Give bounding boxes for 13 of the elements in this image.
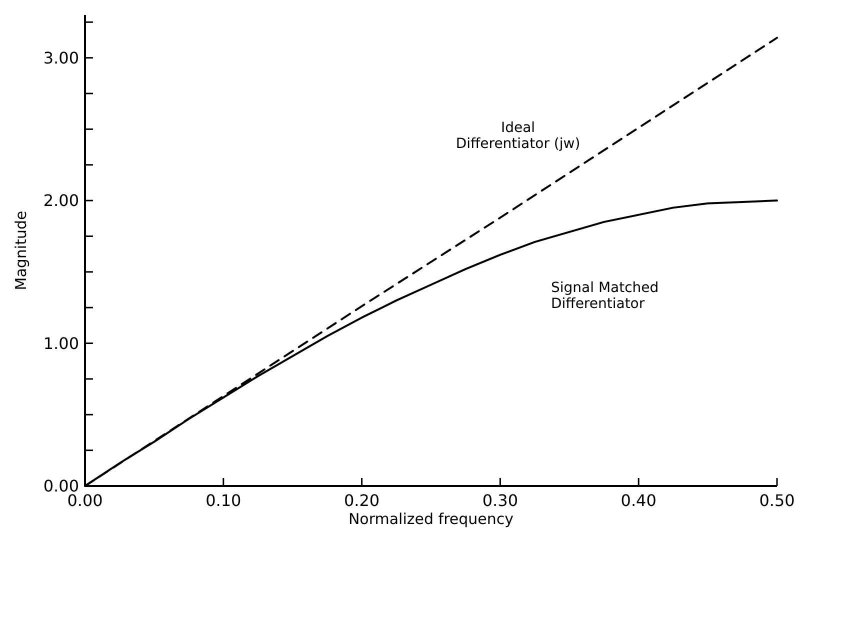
x-tick-label: 0.00 <box>67 491 103 510</box>
x-tick-label: 0.40 <box>620 491 656 510</box>
x-axis-title: Normalized frequency <box>348 510 514 528</box>
y-tick-label: 2.00 <box>43 191 79 210</box>
y-axis-title: Magnitude <box>12 210 30 290</box>
annotation: Ideal Differentiator (jw) <box>456 120 580 152</box>
y-tick-label: 3.00 <box>43 48 79 68</box>
x-tick-label: 0.30 <box>482 491 518 510</box>
x-tick-label: 0.10 <box>206 491 242 510</box>
annotation: Signal Matched Differentiator <box>551 280 659 312</box>
x-tick-label: 0.20 <box>344 491 380 510</box>
x-tick-label: 0.50 <box>759 491 795 510</box>
y-tick-label: 1.00 <box>43 334 79 353</box>
